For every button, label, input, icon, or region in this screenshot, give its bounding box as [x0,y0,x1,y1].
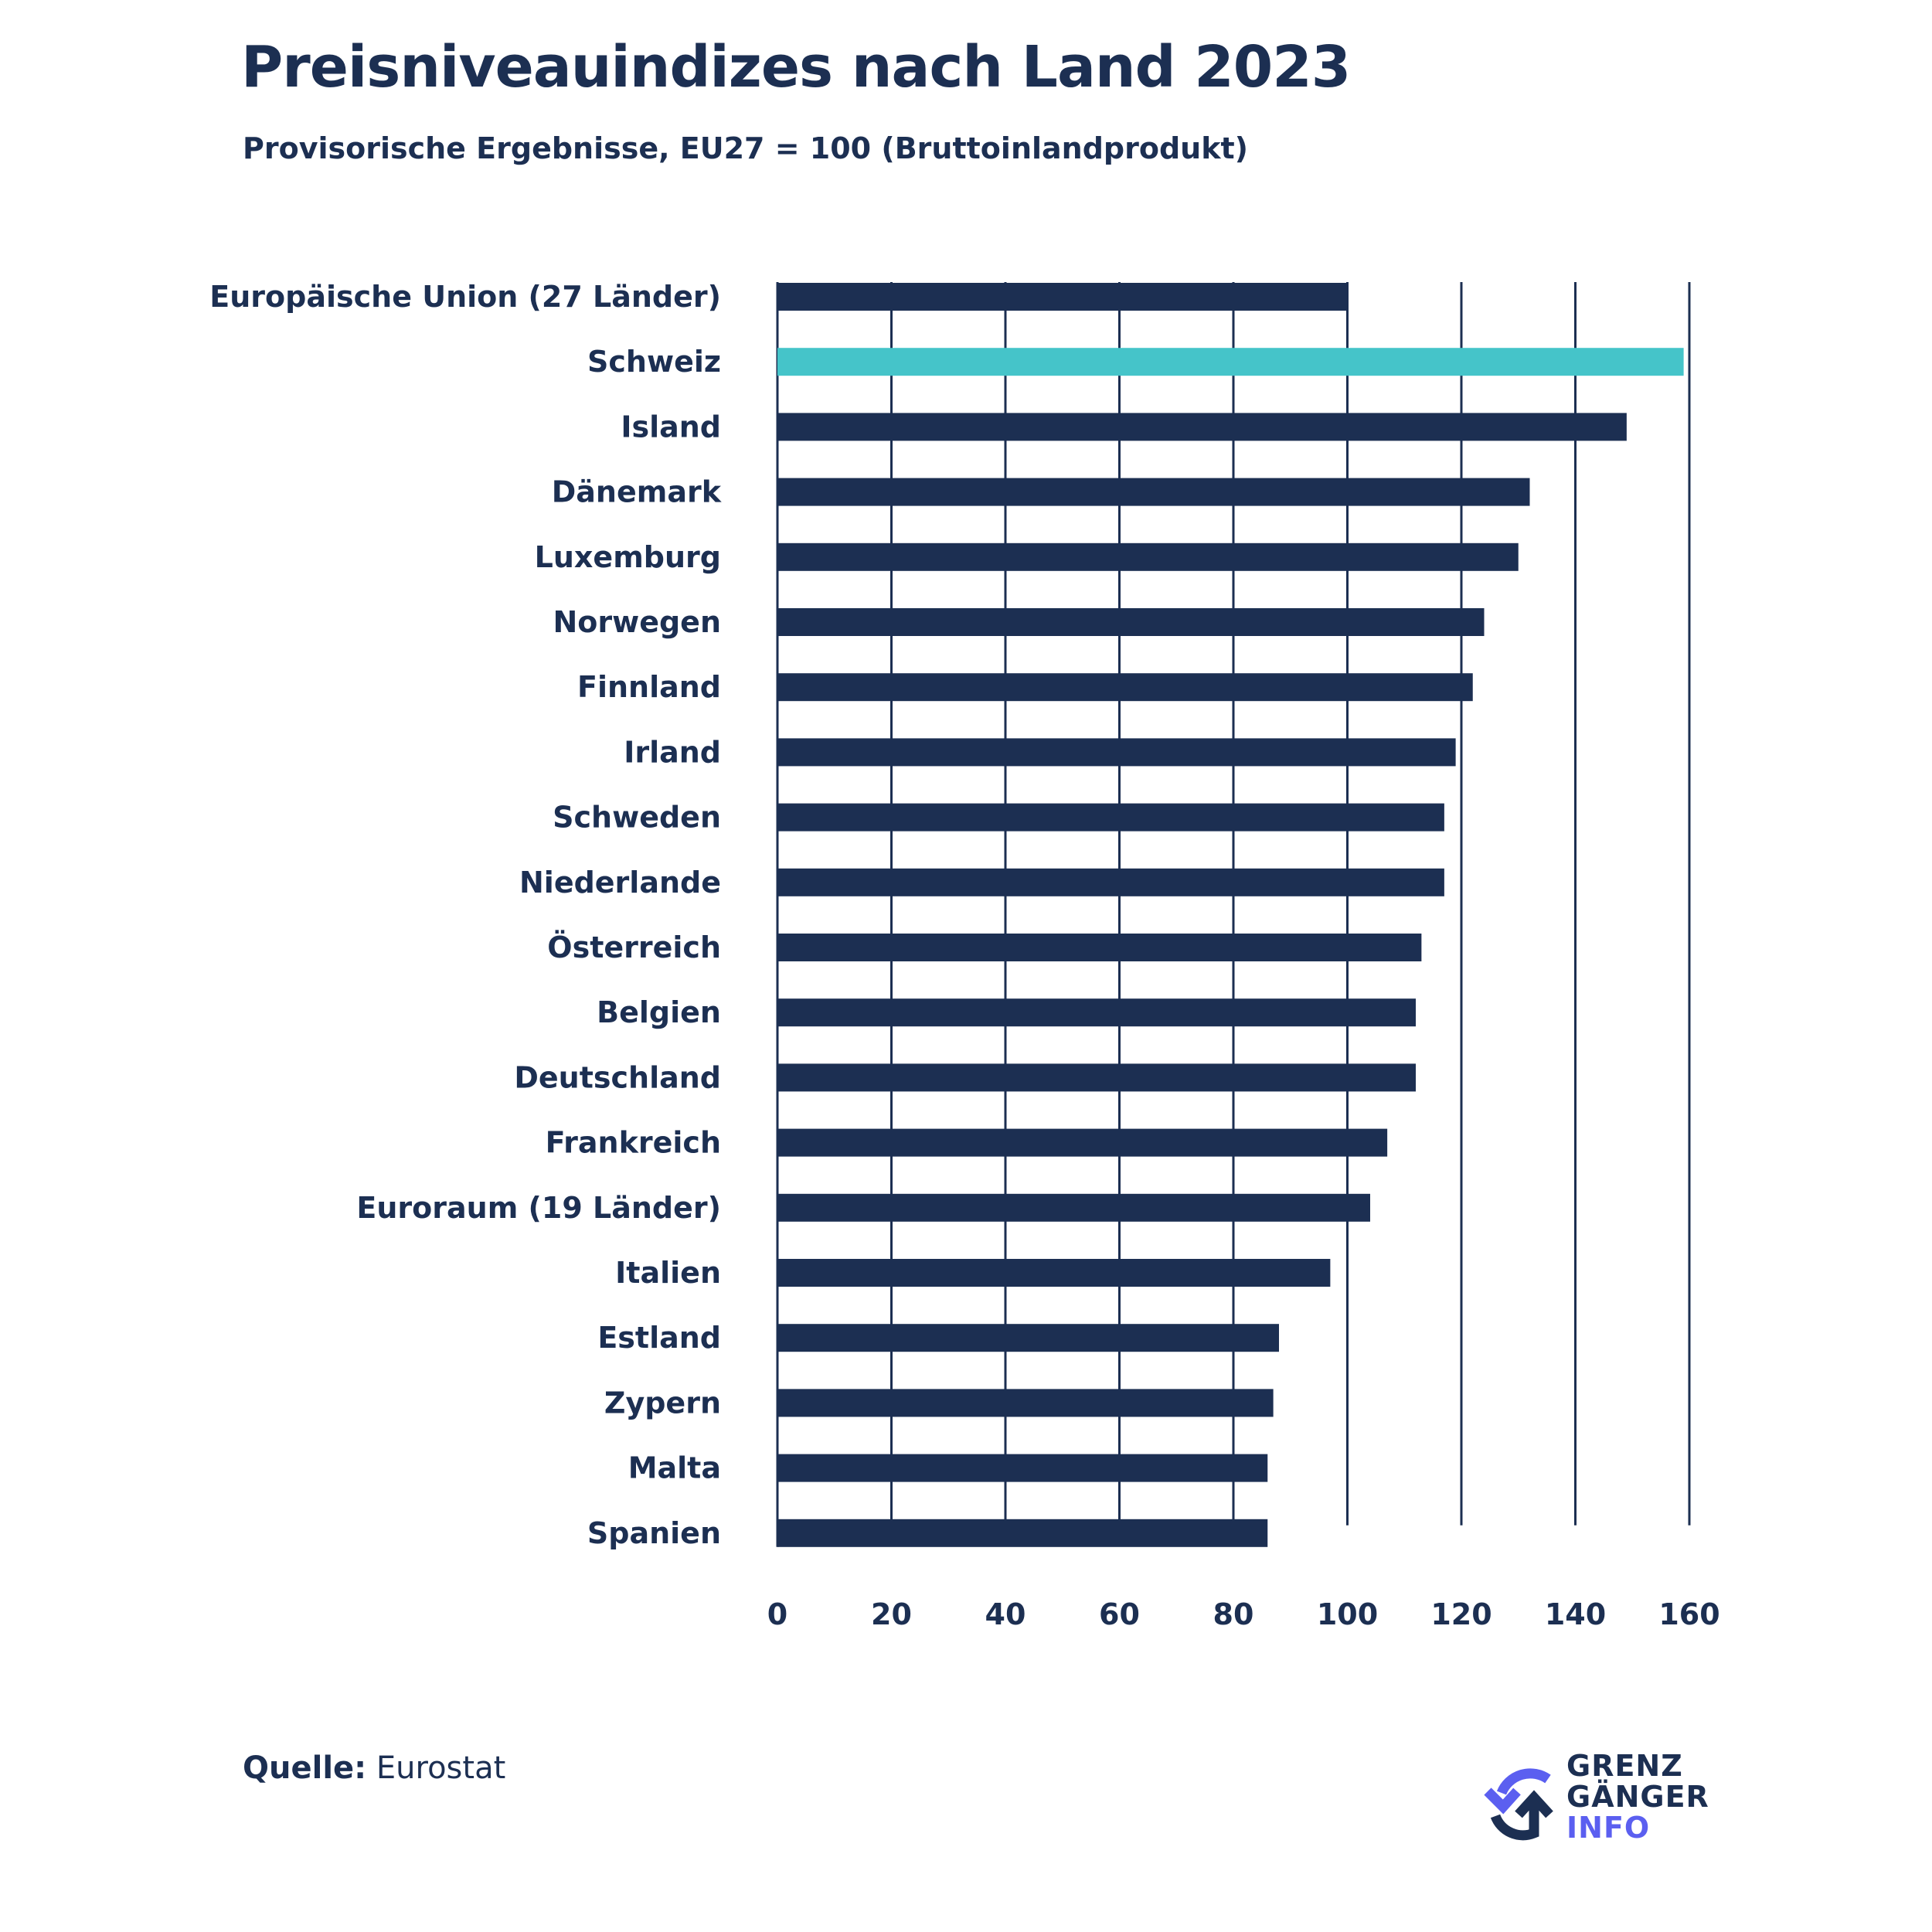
x-tick-label: 80 [1213,1597,1254,1631]
source-note: Quelle: Eurostat [243,1750,505,1786]
grenzgaenger-logo: GRENZ GÄNGER INFO [1480,1750,1709,1851]
bar-15 [777,1259,1331,1287]
x-tick-label: 140 [1545,1597,1606,1631]
bar-17 [777,1389,1274,1417]
bar-4 [777,543,1519,571]
bar-7 [777,738,1456,767]
x-tick-label: 60 [1099,1597,1140,1631]
category-label: Irland [624,735,721,769]
bar-11 [777,998,1416,1027]
category-label: Zypern [604,1386,721,1420]
logo-line-2: GÄNGER [1566,1780,1709,1814]
bar-2 [777,413,1627,441]
bar-9 [777,868,1444,896]
chart-subtitle: Provisorische Ergebnisse, EU27 = 100 (Br… [243,131,1249,165]
category-label: Schweden [553,801,721,835]
category-label: Island [621,410,721,444]
source-value: Eurostat [376,1750,506,1786]
bar-16 [777,1324,1279,1352]
bar-19 [777,1519,1268,1547]
category-label: Frankreich [546,1126,721,1160]
bar-5 [777,608,1485,636]
bar-1 [777,348,1684,376]
cycle-arrows-icon [1484,1768,1553,1841]
chart-title: Preisniveauindizes nach Land 2023 [241,34,1351,100]
bar-6 [777,673,1473,702]
bar-12 [777,1063,1416,1092]
bar-14 [777,1193,1370,1222]
x-tick-label: 40 [985,1597,1026,1631]
category-label: Finnland [577,670,721,704]
category-label: Norwegen [553,605,721,639]
x-tick-label: 120 [1430,1597,1492,1631]
bar-0 [777,283,1348,311]
category-label: Malta [628,1451,721,1485]
category-label: Belgien [597,995,721,1029]
x-tick-label: 100 [1317,1597,1378,1631]
category-label: Deutschland [514,1060,721,1094]
x-tick-label: 0 [767,1597,787,1631]
category-label: Schweiz [587,345,721,379]
category-label: Estland [597,1321,721,1355]
category-label: Spanien [587,1516,721,1550]
bar-10 [777,934,1422,961]
category-label: Italien [615,1256,721,1290]
bar-8 [777,803,1444,832]
category-label: Niederlande [519,866,721,900]
category-label: Dänemark [552,475,722,509]
category-label: Österreich [547,930,721,964]
category-label: Europäische Union (27 Länder) [209,280,721,314]
bar-3 [777,478,1530,506]
category-label: Euroraum (19 Länder) [356,1191,721,1225]
bar-13 [777,1128,1388,1157]
logo-line-1: GRENZ [1566,1749,1683,1783]
source-label: Quelle: [243,1750,367,1786]
x-tick-label: 160 [1658,1597,1719,1631]
bar-18 [777,1454,1268,1482]
category-label: Luxemburg [535,540,721,574]
logo-line-3: INFO [1566,1811,1651,1845]
x-tick-label: 20 [871,1597,912,1631]
